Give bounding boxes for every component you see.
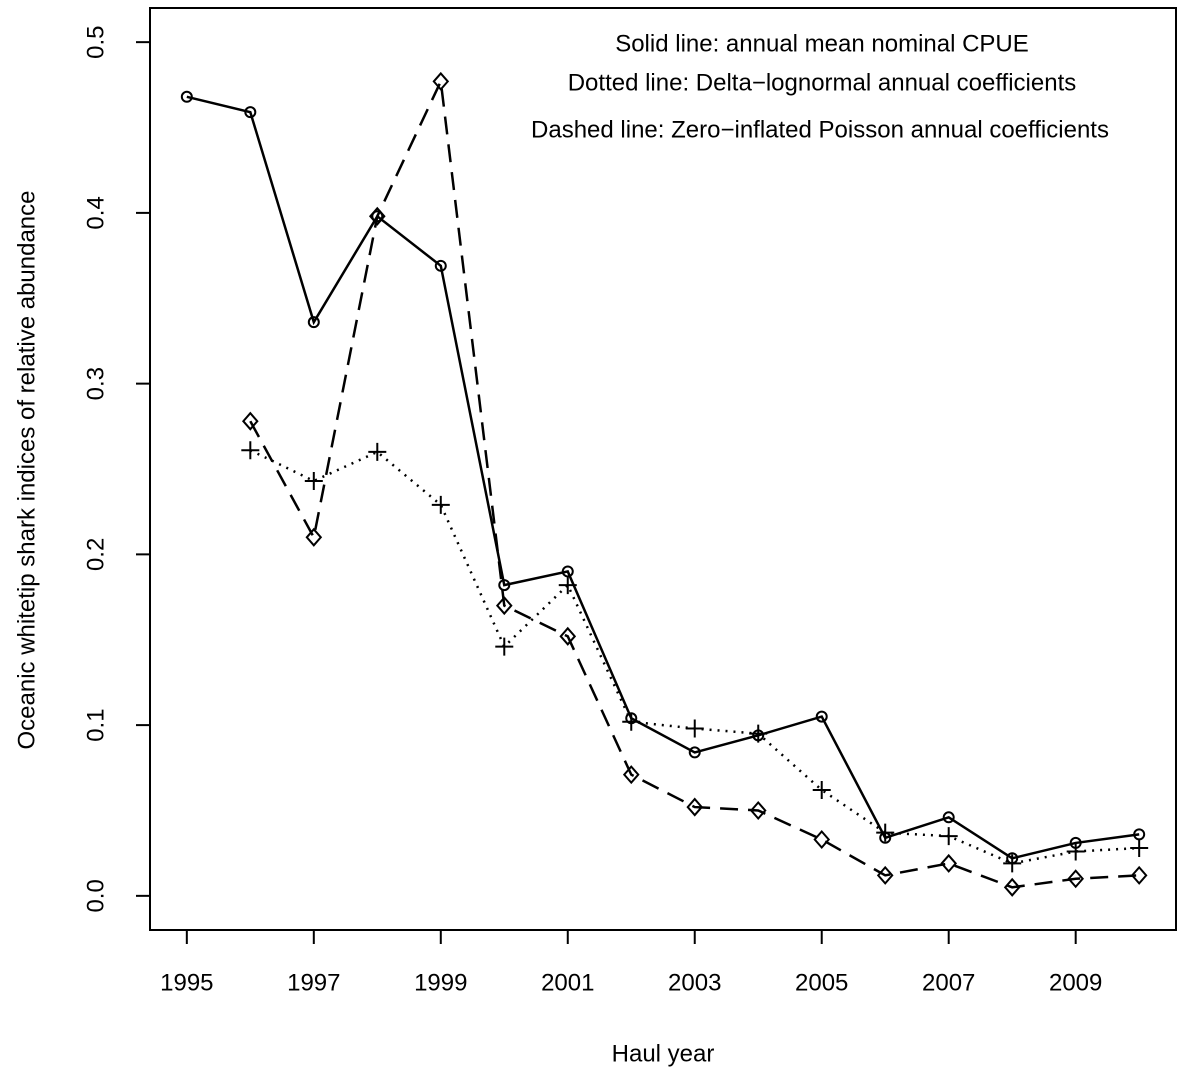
plot-frame [149,7,1177,931]
marker [368,206,386,226]
y-tick-label: 0.0 [82,879,109,912]
y-tick-label: 0.3 [82,367,109,400]
marker [688,746,701,759]
marker [304,471,323,490]
marker [685,719,704,738]
x-tick-label: 2007 [922,969,975,996]
marker [1003,854,1022,873]
y-axis-label: Oceanic whitetip shark indices of relati… [13,191,40,750]
x-tick-label: 1995 [160,969,213,996]
marker [241,411,259,431]
x-tick-label: 2001 [541,969,594,996]
marker [241,441,260,460]
marker [622,712,641,731]
marker [1130,865,1148,885]
marker [939,827,958,846]
annotation: Dotted line: Delta−lognormal annual coef… [568,69,1077,96]
marker [244,106,257,119]
marker [495,596,513,616]
marker [498,579,511,592]
marker [812,780,831,799]
series-line [249,449,1140,865]
series-line [249,76,1140,889]
x-tick-label: 1999 [414,969,467,996]
marker [495,637,514,656]
x-tick-label: 2005 [795,969,848,996]
marker [431,495,450,514]
x-axis-label: Haul year [612,1040,715,1067]
marker [942,811,955,824]
marker [813,829,831,850]
y-tick-label: 0.1 [82,708,109,741]
y-tick-label: 0.2 [82,538,109,571]
marker [815,710,828,723]
marker [876,865,894,885]
x-tick-label: 2003 [668,969,721,996]
marker [1130,839,1149,858]
marker [1066,842,1085,861]
marker [622,765,640,785]
marker [686,797,704,817]
series-line [186,95,1140,860]
marker [368,442,387,461]
marker [559,626,577,646]
x-tick-label: 2009 [1049,969,1102,996]
marker [749,800,767,821]
annotation: Solid line: annual mean nominal CPUE [615,30,1029,57]
marker [432,71,450,91]
marker [180,90,193,103]
x-tick-label: 1997 [287,969,340,996]
marker [1067,869,1085,889]
marker [305,527,323,547]
marker [940,853,958,873]
marker [749,724,768,743]
annotation: Dashed line: Zero−inflated Poisson annua… [531,116,1109,143]
marker [434,259,447,272]
y-tick-label: 0.4 [82,196,109,229]
marker [558,576,577,595]
marker [1003,877,1021,897]
marker [876,823,895,842]
y-tick-label: 0.5 [82,25,109,58]
marker [307,316,320,329]
